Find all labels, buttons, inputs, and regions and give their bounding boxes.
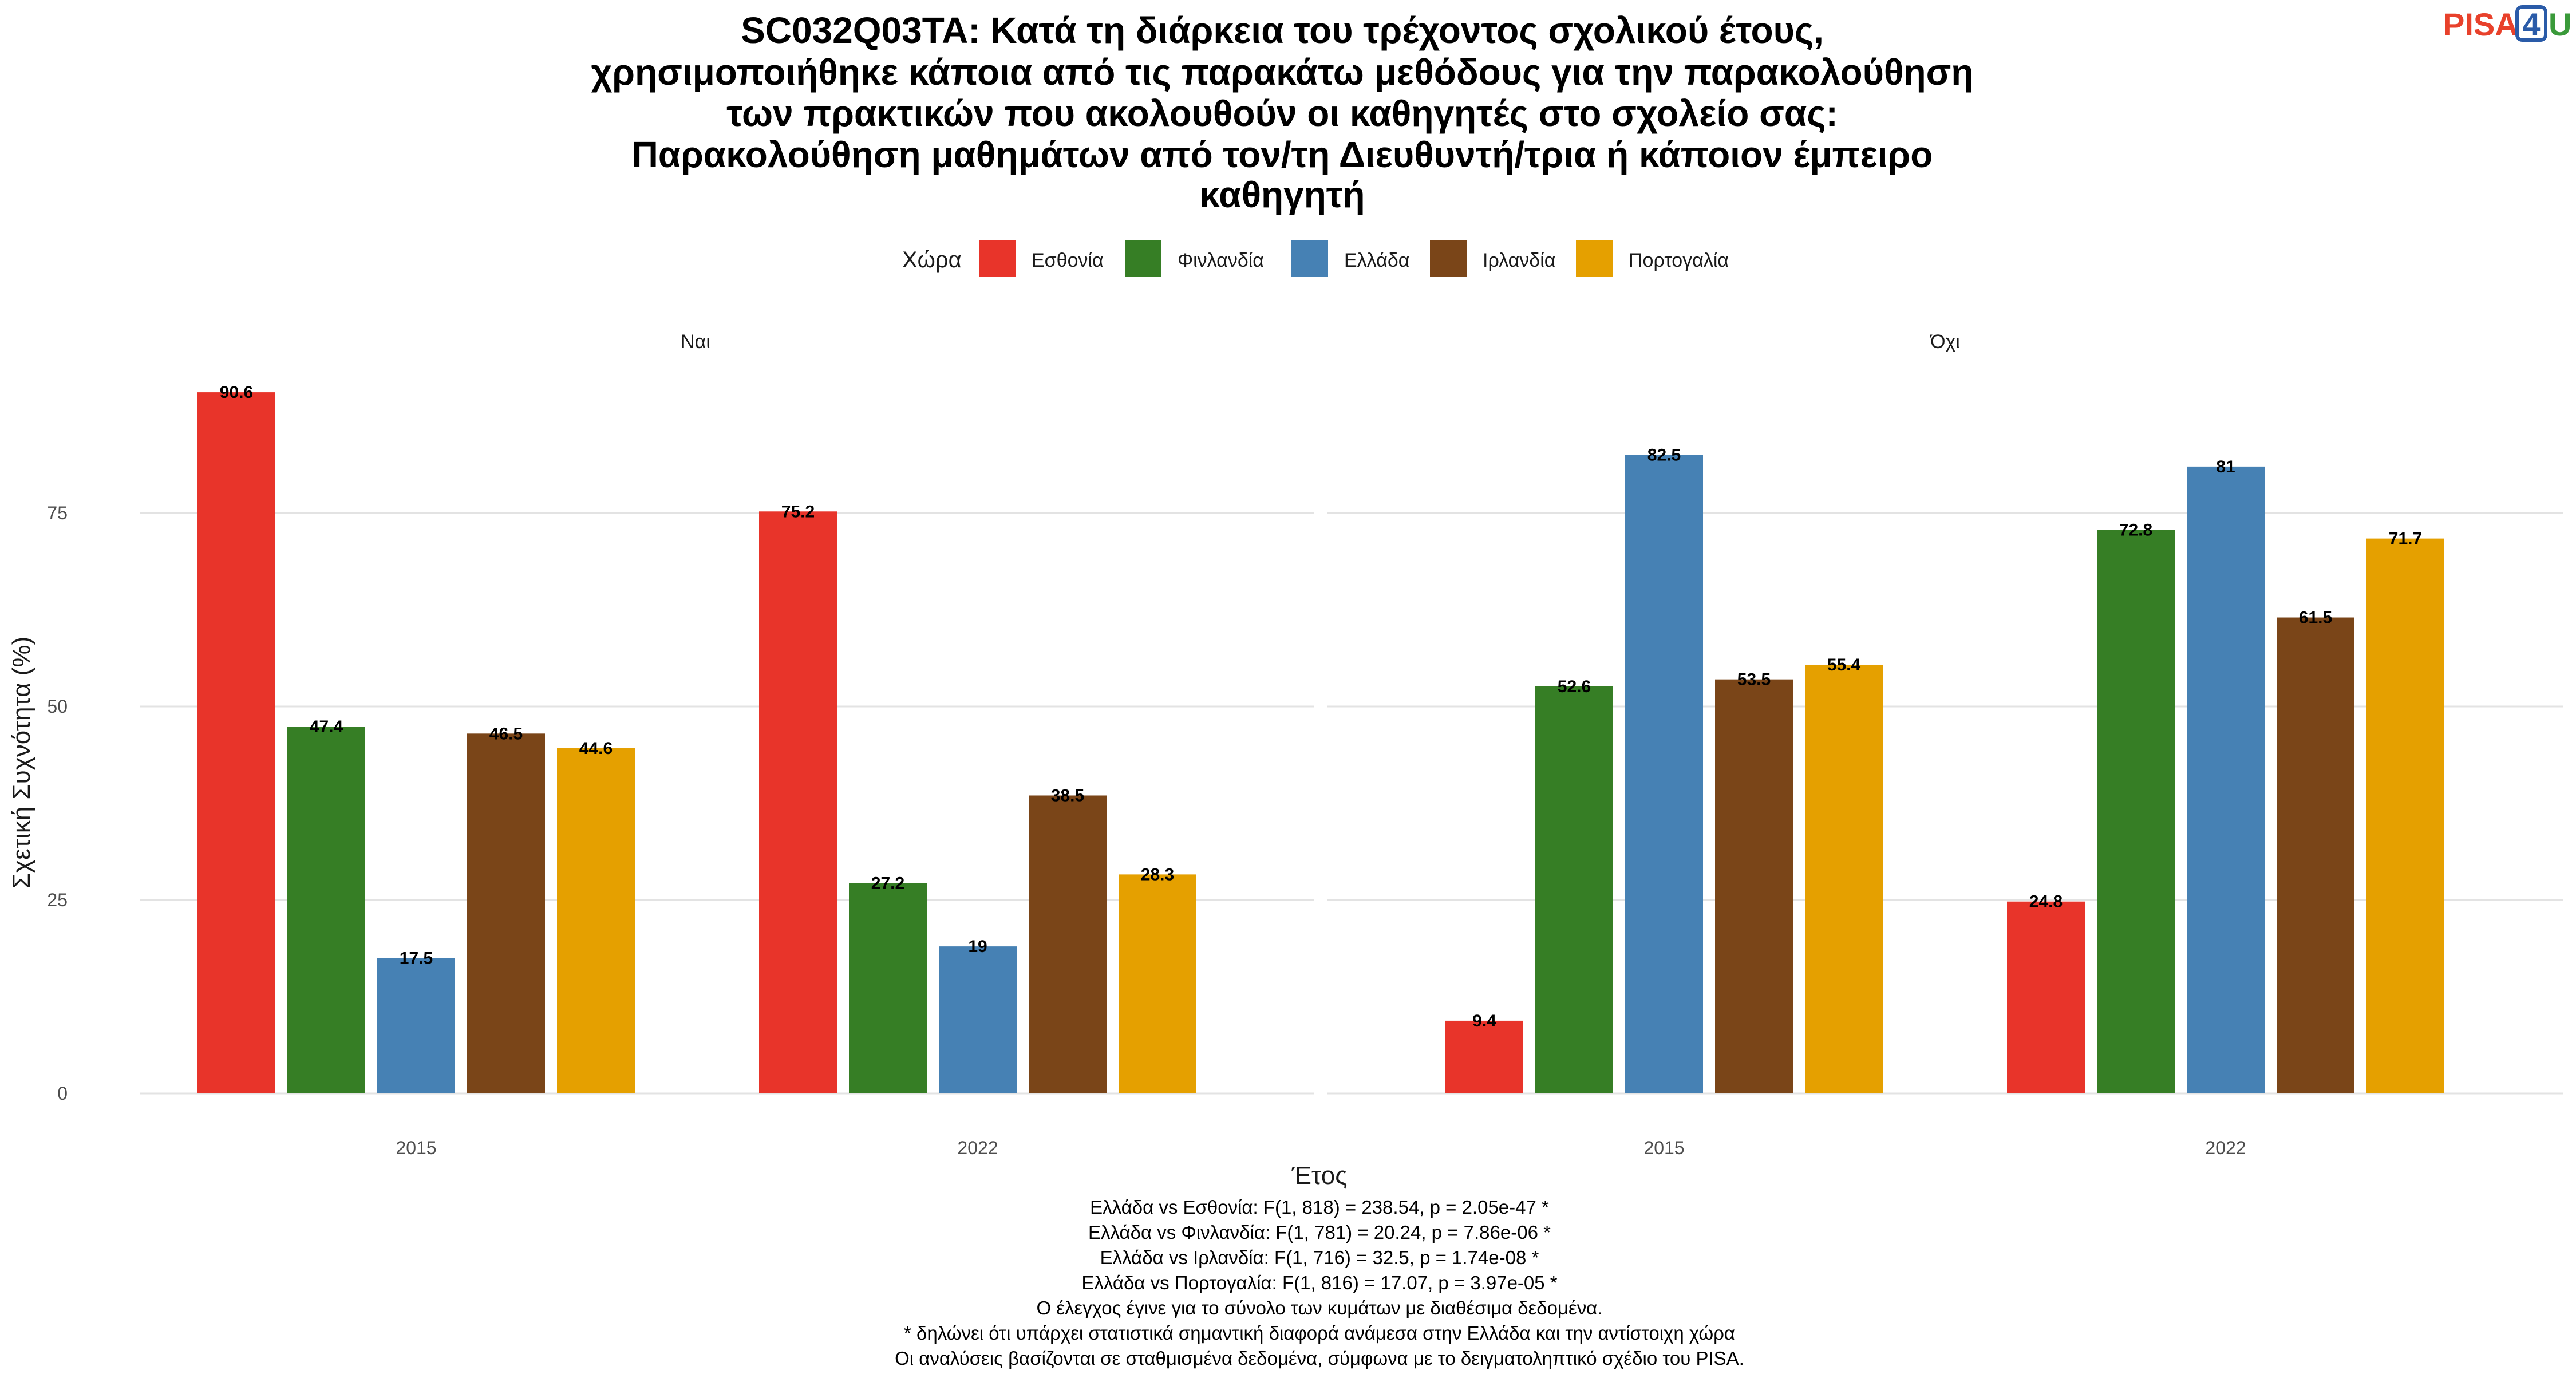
caption-line: Οι αναλύσεις βασίζονται σε σταθμισμένα δ… (895, 1348, 1744, 1369)
bar-value-label: 72.8 (2119, 521, 2152, 540)
bar (1445, 1020, 1523, 1093)
bar-value-label: 55.4 (1827, 656, 1861, 674)
bar (1535, 686, 1613, 1093)
bar-value-label: 9.4 (1472, 1012, 1496, 1030)
bar (1625, 455, 1703, 1093)
y-tick-label: 75 (47, 503, 68, 523)
axes-layer: 0 25 50 75 Ναι 2015 2022 Όχι 2015 2022 (47, 331, 2246, 1158)
bar (467, 733, 545, 1093)
bar (557, 748, 635, 1093)
logo-box (2515, 5, 2547, 42)
x-tick-label: 2015 (396, 1138, 436, 1158)
bar-value-label: 81 (2216, 457, 2235, 476)
bar-value-label: 44.6 (579, 739, 613, 758)
bar (1805, 664, 1883, 1093)
y-tick-label: 0 (57, 1083, 68, 1104)
caption-line: Ο έλεγχος έγινε για το σύνολο των κυμάτω… (1037, 1297, 1603, 1318)
bar-value-label: 46.5 (489, 724, 523, 743)
legend-entry-label: Ιρλανδία (1483, 250, 1555, 271)
bar-value-label: 17.5 (400, 949, 433, 968)
caption-line: Ελλάδα vs Εσθονία: F(1, 818) = 238.54, p… (1090, 1197, 1549, 1218)
bar (2007, 901, 2085, 1093)
bar (197, 392, 275, 1093)
bar-value-label: 52.6 (1558, 677, 1591, 696)
chart-title-line: χρησιμοποιήθηκε κάποια από τις παρακάτω … (591, 52, 1974, 93)
caption-line: Ελλάδα vs Φινλανδία: F(1, 781) = 20.24, … (1088, 1222, 1551, 1243)
bars-layer (197, 392, 2444, 1093)
y-tick-label: 50 (47, 696, 68, 717)
caption-line: Ελλάδα vs Πορτογαλία: F(1, 816) = 17.07,… (1081, 1272, 1557, 1293)
legend-swatch (1291, 240, 1328, 277)
legend-swatch (1576, 240, 1613, 277)
chart-title-line: Παρακολούθηση μαθημάτων από τον/τη Διευθ… (632, 134, 1933, 175)
bar (1715, 679, 1793, 1093)
legend-swatch (1430, 240, 1467, 277)
pisa4u-logo: PISA 4 U (2443, 5, 2571, 42)
bar-value-label: 82.5 (1647, 446, 1681, 465)
chart-title-line: καθηγητή (1200, 174, 1365, 215)
bar (939, 946, 1017, 1093)
x-tick-label: 2015 (1643, 1138, 1684, 1158)
legend: Χώρα Εσθονία Φινλανδία Ελλάδα Ιρλανδία Πορτο… (902, 240, 1729, 277)
legend-entry-label: Εσθονία (1032, 250, 1104, 271)
bar-value-label: 24.8 (2029, 893, 2063, 911)
bar-value-label: 71.7 (2389, 530, 2422, 548)
bar-value-label: 27.2 (871, 874, 904, 893)
bar-value-label: 38.5 (1051, 786, 1084, 805)
legend-swatch (979, 240, 1016, 277)
chart-title-line: των πρακτικών που ακολουθούν οι καθηγητέ… (726, 93, 1838, 134)
bar (849, 883, 927, 1093)
facet-label: Όχι (1929, 331, 1960, 353)
bar (1119, 874, 1196, 1093)
logo-text-pisa: PISA (2443, 6, 2518, 42)
bar-value-label: 28.3 (1141, 865, 1174, 884)
chart-title: SC032Q03TA: Κατά τη διάρκεια του τρέχοντ… (591, 10, 1974, 215)
bar-value-label: 53.5 (1737, 670, 1771, 689)
caption-line: * δηλώνει ότι υπάρχει στατιστικά σημαντι… (904, 1322, 1735, 1344)
logo-text-4: 4 (2522, 6, 2540, 42)
caption-line: Ελλάδα vs Ιρλανδία: F(1, 716) = 32.5, p … (1100, 1247, 1539, 1268)
legend-entry-label: Ελλάδα (1344, 250, 1409, 271)
bar (759, 511, 837, 1093)
legend-swatch (1125, 240, 1161, 277)
bar-value-label: 19 (968, 937, 987, 956)
legend-entry-label: Φινλανδία (1178, 250, 1264, 271)
legend-entry-label: Πορτογαλία (1629, 250, 1729, 271)
x-tick-label: 2022 (2205, 1138, 2246, 1158)
y-axis-title: Σχετική Συχνότητα (%) (7, 637, 35, 889)
bar (1029, 795, 1107, 1093)
bar (2366, 538, 2444, 1093)
y-tick-label: 25 (47, 890, 68, 910)
bar (377, 958, 455, 1093)
x-axis-title: Έτος (1291, 1162, 1348, 1190)
bar-value-label: 61.5 (2299, 609, 2332, 627)
caption: Ελλάδα vs Εσθονία: F(1, 818) = 238.54, p… (895, 1197, 1744, 1369)
labels-layer: 90.6 47.4 17.5 46.5 44.6 75.2 27.2 19 38.5 28.3 9.… (220, 383, 2422, 1030)
bar (2187, 466, 2265, 1093)
legend-title: Χώρα (902, 247, 962, 273)
bar (2277, 617, 2354, 1093)
chart-title-line: SC032Q03TA: Κατά τη διάρκεια του τρέχοντ… (741, 10, 1824, 51)
bar (2097, 530, 2175, 1093)
facet-label: Ναι (681, 331, 710, 353)
x-tick-label: 2022 (957, 1138, 998, 1158)
bar-value-label: 75.2 (781, 502, 815, 521)
bar-value-label: 47.4 (310, 717, 343, 736)
grid-layer (140, 512, 2563, 1095)
bar (287, 727, 365, 1093)
bar-value-label: 90.6 (220, 383, 253, 402)
logo-text-u: U (2549, 6, 2571, 42)
